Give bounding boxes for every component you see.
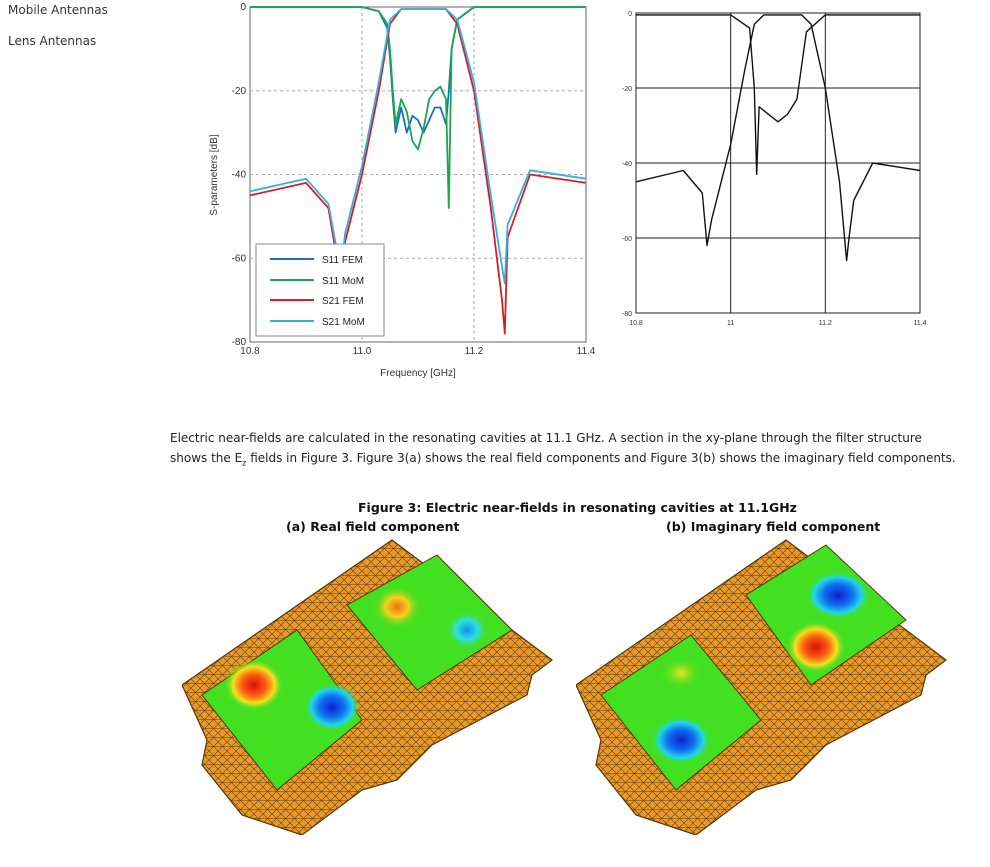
y-tick-label: -20	[232, 86, 247, 97]
y-tick-label: -80	[622, 311, 632, 318]
ref-grid	[636, 13, 920, 313]
description-paragraph: Electric near-fields are calculated in t…	[170, 428, 960, 473]
x-tick-label: 11.2	[465, 346, 484, 357]
y-axis-label: S-parameters [dB]	[209, 134, 220, 215]
series-line-s11-mom	[250, 6, 586, 209]
figure-caption-a: (a) Real field component	[286, 519, 460, 534]
y-tick-label: -40	[232, 170, 247, 181]
reference-measurement-chart: 0 -20 -40 -60 -80 10.8 11 11.2 11.4	[622, 11, 927, 327]
legend-entry-s21-fem: S21 FEM	[322, 296, 364, 307]
y-tick-label: -60	[622, 236, 632, 243]
ref-tick-labels: 0 -20 -40 -60 -80 10.8 11 11.2 11.4	[622, 11, 927, 327]
legend-entry-s11-mom: S11 MoM	[322, 276, 364, 287]
figure-title: Figure 3: Electric near-fields in resona…	[358, 500, 797, 515]
x-tick-label: 11.4	[577, 346, 596, 357]
y-tick-label: 0	[628, 11, 632, 18]
x-tick-label: 11.4	[913, 320, 926, 327]
real-field-image	[182, 539, 553, 835]
figure-caption-b: (b) Imaginary field component	[666, 519, 881, 534]
legend-entry-s21-mom: S21 MoM	[322, 317, 365, 328]
paragraph-subscript: z	[242, 458, 247, 468]
x-tick-label: 11	[727, 320, 734, 327]
paragraph-text-2: fields in Figure 3. Figure 3(a) shows th…	[246, 451, 956, 465]
legend-box	[255, 243, 385, 337]
x-axis-label: Frequency [GHz]	[380, 368, 456, 379]
imaginary-field-image	[576, 539, 947, 835]
ref-series-lines	[635, 14, 921, 262]
legend-entry-s11-fem: S11 FEM	[322, 255, 363, 266]
y-tick-label: -80	[232, 337, 247, 348]
sidebar-item-mobile-antennas[interactable]: Mobile Antennas	[8, 3, 108, 17]
y-tick-label: 0	[240, 2, 246, 13]
series-line-trace-0	[636, 14, 920, 175]
y-tick-label: -20	[622, 86, 632, 93]
x-tick-label: 10.8	[629, 320, 643, 327]
paragraph-text-1: Electric near-fields are calculated in t…	[170, 431, 922, 465]
sidebar-item-lens-antennas[interactable]: Lens Antennas	[8, 34, 97, 48]
y-tick-label: -60	[232, 253, 247, 264]
x-tick-label: 11.0	[353, 346, 372, 357]
legend: S11 FEM S11 MoM S21 FEM S21 MoM	[255, 243, 385, 337]
series-line-trace-1	[635, 14, 921, 262]
x-tick-label: 11.2	[819, 320, 832, 327]
y-tick-label: -40	[622, 161, 632, 168]
x-tick-label: 10.8	[240, 346, 260, 357]
